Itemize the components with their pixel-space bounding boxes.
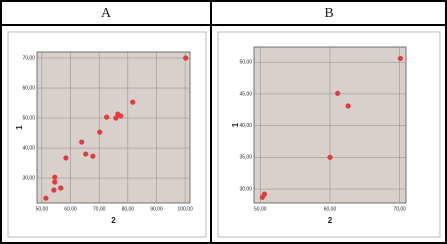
y-tick-label: 70,00 [22, 55, 35, 61]
point [183, 55, 189, 61]
x-tick-label: 70,00 [393, 206, 406, 212]
point [261, 191, 268, 197]
point [335, 90, 341, 96]
y-tick-label: 30,00 [239, 186, 252, 192]
point [397, 55, 404, 62]
point [52, 174, 58, 180]
x-tick-label: 60,00 [324, 206, 337, 212]
panel-frame [217, 31, 441, 238]
x-tick-label: 90,00 [150, 206, 163, 212]
point [113, 115, 119, 121]
y-tick-label: 40,00 [22, 145, 35, 151]
plot-area [36, 51, 191, 204]
point [63, 155, 69, 161]
point [90, 153, 96, 159]
y-tick-label: 60,00 [22, 85, 35, 91]
column-header: B [324, 6, 333, 21]
point [327, 154, 333, 160]
x-axis-label: 2 [328, 216, 333, 225]
point [104, 114, 110, 120]
panel-frame [7, 31, 207, 238]
point [130, 99, 136, 105]
point [118, 113, 124, 119]
point [52, 179, 58, 185]
y-tick-label: 30,00 [22, 175, 35, 181]
point [345, 103, 351, 109]
x-axis-label: 2 [111, 216, 116, 225]
point [51, 187, 57, 193]
point [97, 129, 103, 135]
y-axis-label: 1 [231, 122, 240, 127]
point [43, 195, 49, 201]
x-tick-label: 70,00 [93, 206, 106, 212]
y-tick-label: 50,00 [239, 60, 252, 66]
y-tick-label: 45,00 [239, 91, 252, 97]
x-tick-label: 50,00 [36, 206, 49, 212]
x-tick-label: 80,00 [122, 206, 135, 212]
y-axis-label: 1 [15, 125, 24, 130]
y-tick-label: 40,00 [239, 123, 252, 129]
point [79, 139, 85, 145]
x-tick-label: 100,00 [177, 206, 193, 212]
point [58, 185, 64, 191]
column-header: A [101, 6, 112, 21]
y-tick-label: 50,00 [22, 115, 35, 121]
x-tick-label: 50,00 [254, 206, 267, 212]
x-tick-label: 60,00 [64, 206, 77, 212]
point [83, 151, 89, 157]
y-tick-label: 35,00 [239, 155, 252, 161]
